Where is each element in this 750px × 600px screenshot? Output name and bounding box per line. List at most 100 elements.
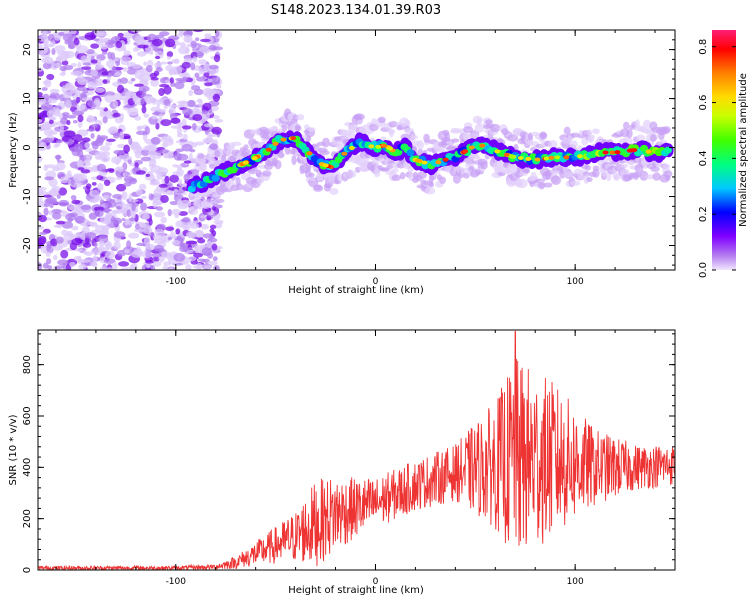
ridge-peak [290, 136, 297, 141]
noise-blob [98, 38, 109, 44]
noise-blob [47, 98, 57, 104]
noise-blob [96, 175, 104, 181]
noise-blob [95, 65, 103, 70]
ridge-peak [380, 143, 387, 148]
noise-blob [76, 159, 84, 167]
noise-blob [132, 47, 139, 52]
noise-blob [183, 34, 193, 43]
halo-blob [622, 121, 630, 130]
noise-blob [175, 148, 184, 153]
ridge-peak [280, 137, 287, 142]
noise-blob [160, 251, 172, 258]
snr-xlabel: Height of straight line (km) [288, 585, 424, 596]
noise-blob [138, 183, 147, 191]
noise-blob [98, 171, 108, 176]
ridge-core [211, 174, 220, 182]
noise-blob [41, 87, 48, 91]
halo-blob [321, 137, 330, 148]
halo-blob [480, 161, 488, 170]
noise-blob [118, 154, 124, 160]
ridge-peak [348, 145, 355, 150]
noise-blob [176, 133, 184, 138]
noise-blob [48, 178, 58, 187]
noise-blob [181, 61, 191, 69]
halo-blob [390, 168, 399, 173]
noise-blob [99, 199, 105, 205]
noise-blob [81, 137, 91, 143]
noise-blob [115, 183, 127, 192]
noise-blob [102, 116, 108, 124]
noise-blob [201, 110, 209, 115]
y-tick-label: 20 [22, 43, 33, 56]
halo-blob [193, 198, 203, 208]
halo-blob [530, 171, 537, 182]
noise-blob [134, 228, 145, 233]
noise-blob [47, 33, 55, 42]
noise-blob [169, 77, 174, 84]
ridge-peak [576, 154, 583, 159]
ridge-peak [645, 149, 652, 154]
noise-blob [96, 106, 105, 111]
noise-blob [207, 132, 213, 140]
noise-blob [153, 211, 166, 218]
noise-blob [173, 252, 186, 262]
halo-blob [524, 168, 530, 174]
ridge-peak [272, 141, 279, 146]
halo-blob [386, 164, 394, 169]
noise-blob [155, 34, 165, 39]
noise-blob [44, 176, 55, 181]
noise-blob [116, 84, 125, 94]
noise-blob [97, 58, 102, 67]
noise-blob [127, 159, 132, 165]
colorbar-label: Normalized spectral amplitude [738, 73, 749, 227]
noise-blob [52, 254, 58, 260]
halo-blob [663, 170, 673, 178]
noise-blob [119, 131, 125, 140]
halo-blob [451, 138, 460, 143]
noise-blob [113, 72, 122, 76]
ridge-peak [242, 160, 249, 165]
noise-blob [148, 218, 153, 226]
noise-blob [148, 193, 154, 201]
halo-blob [642, 119, 652, 130]
noise-blob [53, 224, 63, 228]
noise-blob [71, 238, 83, 246]
halo-blob [391, 174, 401, 181]
noise-blob [92, 141, 99, 150]
noise-blob [80, 55, 88, 63]
noise-blob [70, 225, 79, 231]
noise-blob [213, 54, 221, 63]
noise-blob [95, 209, 104, 218]
noise-blob [48, 116, 57, 121]
noise-blob [186, 43, 192, 48]
noise-blob [128, 193, 133, 203]
noise-blob [143, 113, 150, 118]
noise-blob [132, 64, 142, 69]
noise-blob [76, 173, 88, 182]
noise-blob [90, 59, 99, 64]
noise-blob [48, 104, 54, 111]
noise-blob [81, 97, 93, 101]
noise-blob [156, 223, 166, 230]
noise-blob [102, 79, 108, 84]
noise-blob [167, 104, 178, 108]
noise-blob [209, 228, 215, 233]
halo-blob [474, 123, 485, 134]
noise-blob [134, 70, 144, 80]
noise-blob [54, 45, 66, 52]
noise-blob [58, 199, 70, 207]
ridge-peak [462, 149, 469, 154]
noise-blob [66, 230, 73, 237]
y-tick-label: 600 [22, 406, 33, 425]
noise-blob [75, 215, 85, 224]
noise-blob [134, 223, 140, 230]
noise-blob [151, 38, 163, 47]
noise-blob [70, 62, 77, 67]
noise-blob [122, 171, 131, 177]
halo-blob [592, 165, 600, 172]
noise-blob [140, 195, 147, 200]
noise-blob [61, 85, 67, 93]
halo-blob [271, 125, 279, 132]
noise-blob [55, 154, 61, 162]
